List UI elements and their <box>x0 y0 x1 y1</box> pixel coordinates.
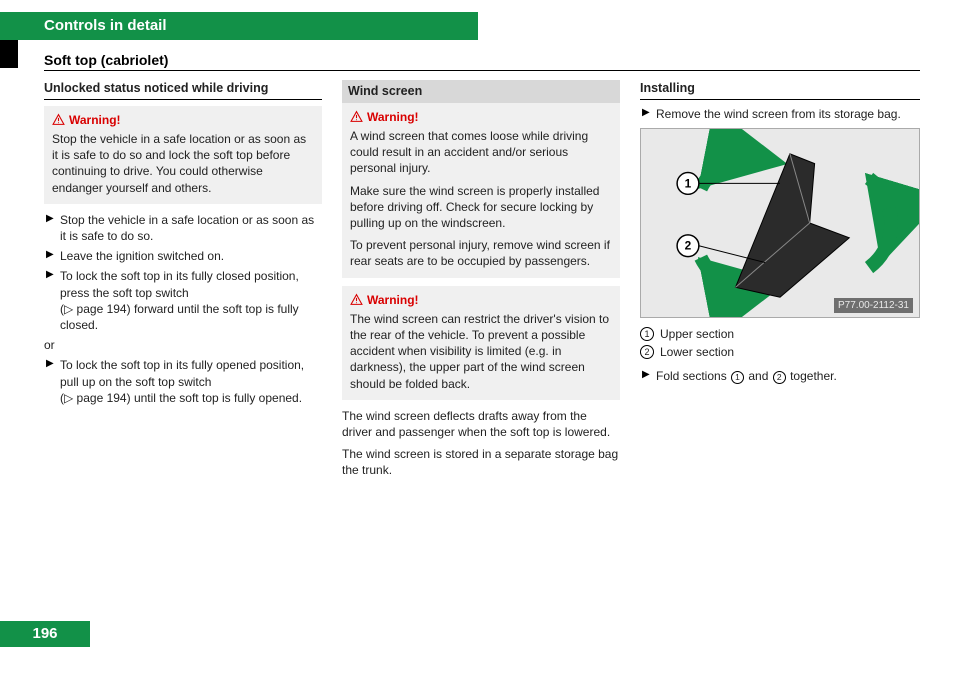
warning-icon <box>350 110 363 123</box>
column-1: Unlocked status noticed while driving Wa… <box>44 80 322 484</box>
content-columns: Unlocked status noticed while driving Wa… <box>44 80 920 484</box>
step-text: Stop the vehicle in a safe location or a… <box>60 212 322 244</box>
svg-text:1: 1 <box>685 176 692 190</box>
legend-item: 2 Lower section <box>640 344 920 360</box>
page-number: 196 <box>0 621 90 647</box>
warning-p: A wind screen that comes loose while dri… <box>350 128 612 177</box>
edge-tab <box>0 40 18 68</box>
col3-heading: Installing <box>640 80 920 100</box>
step-item: ▶ Fold sections 1 and 2 together. <box>642 368 920 384</box>
warning-title: Warning! <box>52 112 314 128</box>
legend-marker-icon: 1 <box>640 327 654 341</box>
warning-box: Warning! A wind screen that comes loose … <box>342 103 620 278</box>
wind-screen-figure: 1 2 P77.00-2112-31 <box>640 128 920 318</box>
paragraph: The wind screen is stored in a separate … <box>342 446 620 478</box>
step-item: ▶ Leave the ignition switched on. <box>46 248 322 264</box>
col2-heading: Wind screen <box>342 80 620 103</box>
warning-p: The wind screen can restrict the driver'… <box>350 311 612 392</box>
warning-p: Make sure the wind screen is properly in… <box>350 183 612 232</box>
legend-text: Upper section <box>660 326 734 342</box>
warning-label: Warning! <box>367 109 419 125</box>
step-item: ▶ To lock the soft top in its fully open… <box>46 357 322 406</box>
step-marker-icon: ▶ <box>46 212 54 244</box>
step-text: To lock the soft top in its fully opened… <box>60 357 322 406</box>
section-title: Soft top (cabriolet) <box>44 52 168 68</box>
step-marker-icon: ▶ <box>46 248 54 264</box>
manual-page: Controls in detail Soft top (cabriolet) … <box>0 0 954 673</box>
step-marker-icon: ▶ <box>46 357 54 406</box>
column-3: Installing ▶ Remove the wind screen from… <box>640 80 920 484</box>
figure-caption: P77.00-2112-31 <box>834 298 913 314</box>
warning-label: Warning! <box>69 112 121 128</box>
step-marker-icon: ▶ <box>46 268 54 333</box>
legend-item: 1 Upper section <box>640 326 920 342</box>
warning-title: Warning! <box>350 109 612 125</box>
step-text: To lock the soft top in its fully closed… <box>60 268 322 333</box>
warning-box: Warning! The wind screen can restrict th… <box>342 286 620 400</box>
warning-icon <box>350 293 363 306</box>
step-item: ▶ To lock the soft top in its fully clos… <box>46 268 322 333</box>
warning-body: Stop the vehicle in a safe location or a… <box>52 131 314 196</box>
column-2: Wind screen Warning! A wind screen that … <box>342 80 620 484</box>
warning-box: Warning! Stop the vehicle in a safe loca… <box>44 106 322 204</box>
step-text: Leave the ignition switched on. <box>60 248 322 264</box>
legend-text: Lower section <box>660 344 734 360</box>
col1-heading: Unlocked status noticed while driving <box>44 80 322 100</box>
legend-marker-icon: 2 <box>640 345 654 359</box>
svg-text:2: 2 <box>685 239 692 253</box>
step-marker-icon: ▶ <box>642 106 650 122</box>
warning-icon <box>52 113 65 126</box>
step-item: ▶ Remove the wind screen from its storag… <box>642 106 920 122</box>
chapter-header: Controls in detail <box>0 12 478 40</box>
warning-label: Warning! <box>367 292 419 308</box>
step-marker-icon: ▶ <box>642 368 650 384</box>
warning-p: To prevent personal injury, remove wind … <box>350 237 612 269</box>
warning-title: Warning! <box>350 292 612 308</box>
or-separator: or <box>44 337 322 353</box>
divider <box>44 70 920 71</box>
step-item: ▶ Stop the vehicle in a safe location or… <box>46 212 322 244</box>
figure-svg: 1 2 <box>641 129 919 317</box>
step-text: Remove the wind screen from its storage … <box>656 106 920 122</box>
paragraph: The wind screen deflects drafts away fro… <box>342 408 620 440</box>
step-text: Fold sections 1 and 2 together. <box>656 368 920 384</box>
